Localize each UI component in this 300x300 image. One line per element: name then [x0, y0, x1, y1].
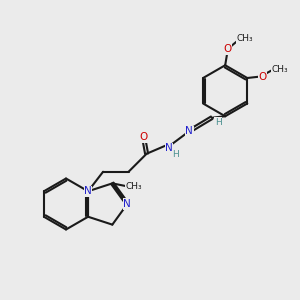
Text: N: N — [165, 143, 173, 153]
Text: CH₃: CH₃ — [236, 34, 253, 43]
Text: CH₃: CH₃ — [125, 182, 142, 191]
Text: N: N — [185, 126, 193, 136]
Text: H: H — [215, 118, 222, 127]
Text: O: O — [224, 44, 232, 54]
Text: N: N — [84, 186, 92, 196]
Text: CH₃: CH₃ — [272, 64, 288, 74]
Text: O: O — [258, 71, 266, 82]
Text: O: O — [140, 132, 148, 142]
Text: N: N — [123, 199, 131, 209]
Text: H: H — [172, 150, 179, 159]
